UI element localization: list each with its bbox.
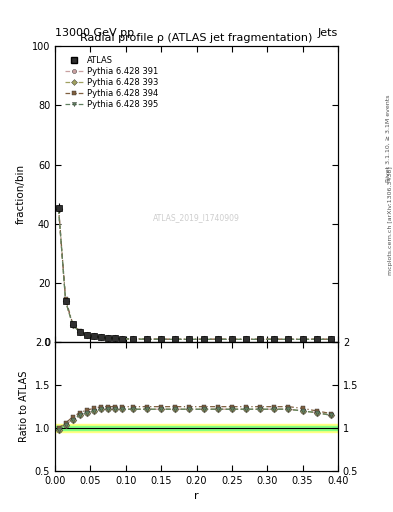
Title: Radial profile ρ (ATLAS jet fragmentation): Radial profile ρ (ATLAS jet fragmentatio… [80, 33, 313, 42]
Text: mcplots.cern.ch [arXiv:1306.3436]: mcplots.cern.ch [arXiv:1306.3436] [387, 166, 393, 274]
Bar [55, 424, 338, 433]
Y-axis label: fraction/bin: fraction/bin [16, 164, 26, 224]
Y-axis label: Ratio to ATLAS: Ratio to ATLAS [19, 371, 29, 442]
Text: 13000 GeV pp: 13000 GeV pp [55, 28, 134, 38]
Legend: ATLAS, Pythia 6.428 391, Pythia 6.428 393, Pythia 6.428 394, Pythia 6.428 395: ATLAS, Pythia 6.428 391, Pythia 6.428 39… [62, 53, 161, 112]
Text: ATLAS_2019_I1740909: ATLAS_2019_I1740909 [153, 214, 240, 222]
Bar [55, 426, 338, 430]
Text: Rivet 3.1.10, ≥ 3.1M events: Rivet 3.1.10, ≥ 3.1M events [386, 95, 391, 182]
X-axis label: r: r [194, 492, 199, 501]
Text: Jets: Jets [318, 28, 338, 38]
